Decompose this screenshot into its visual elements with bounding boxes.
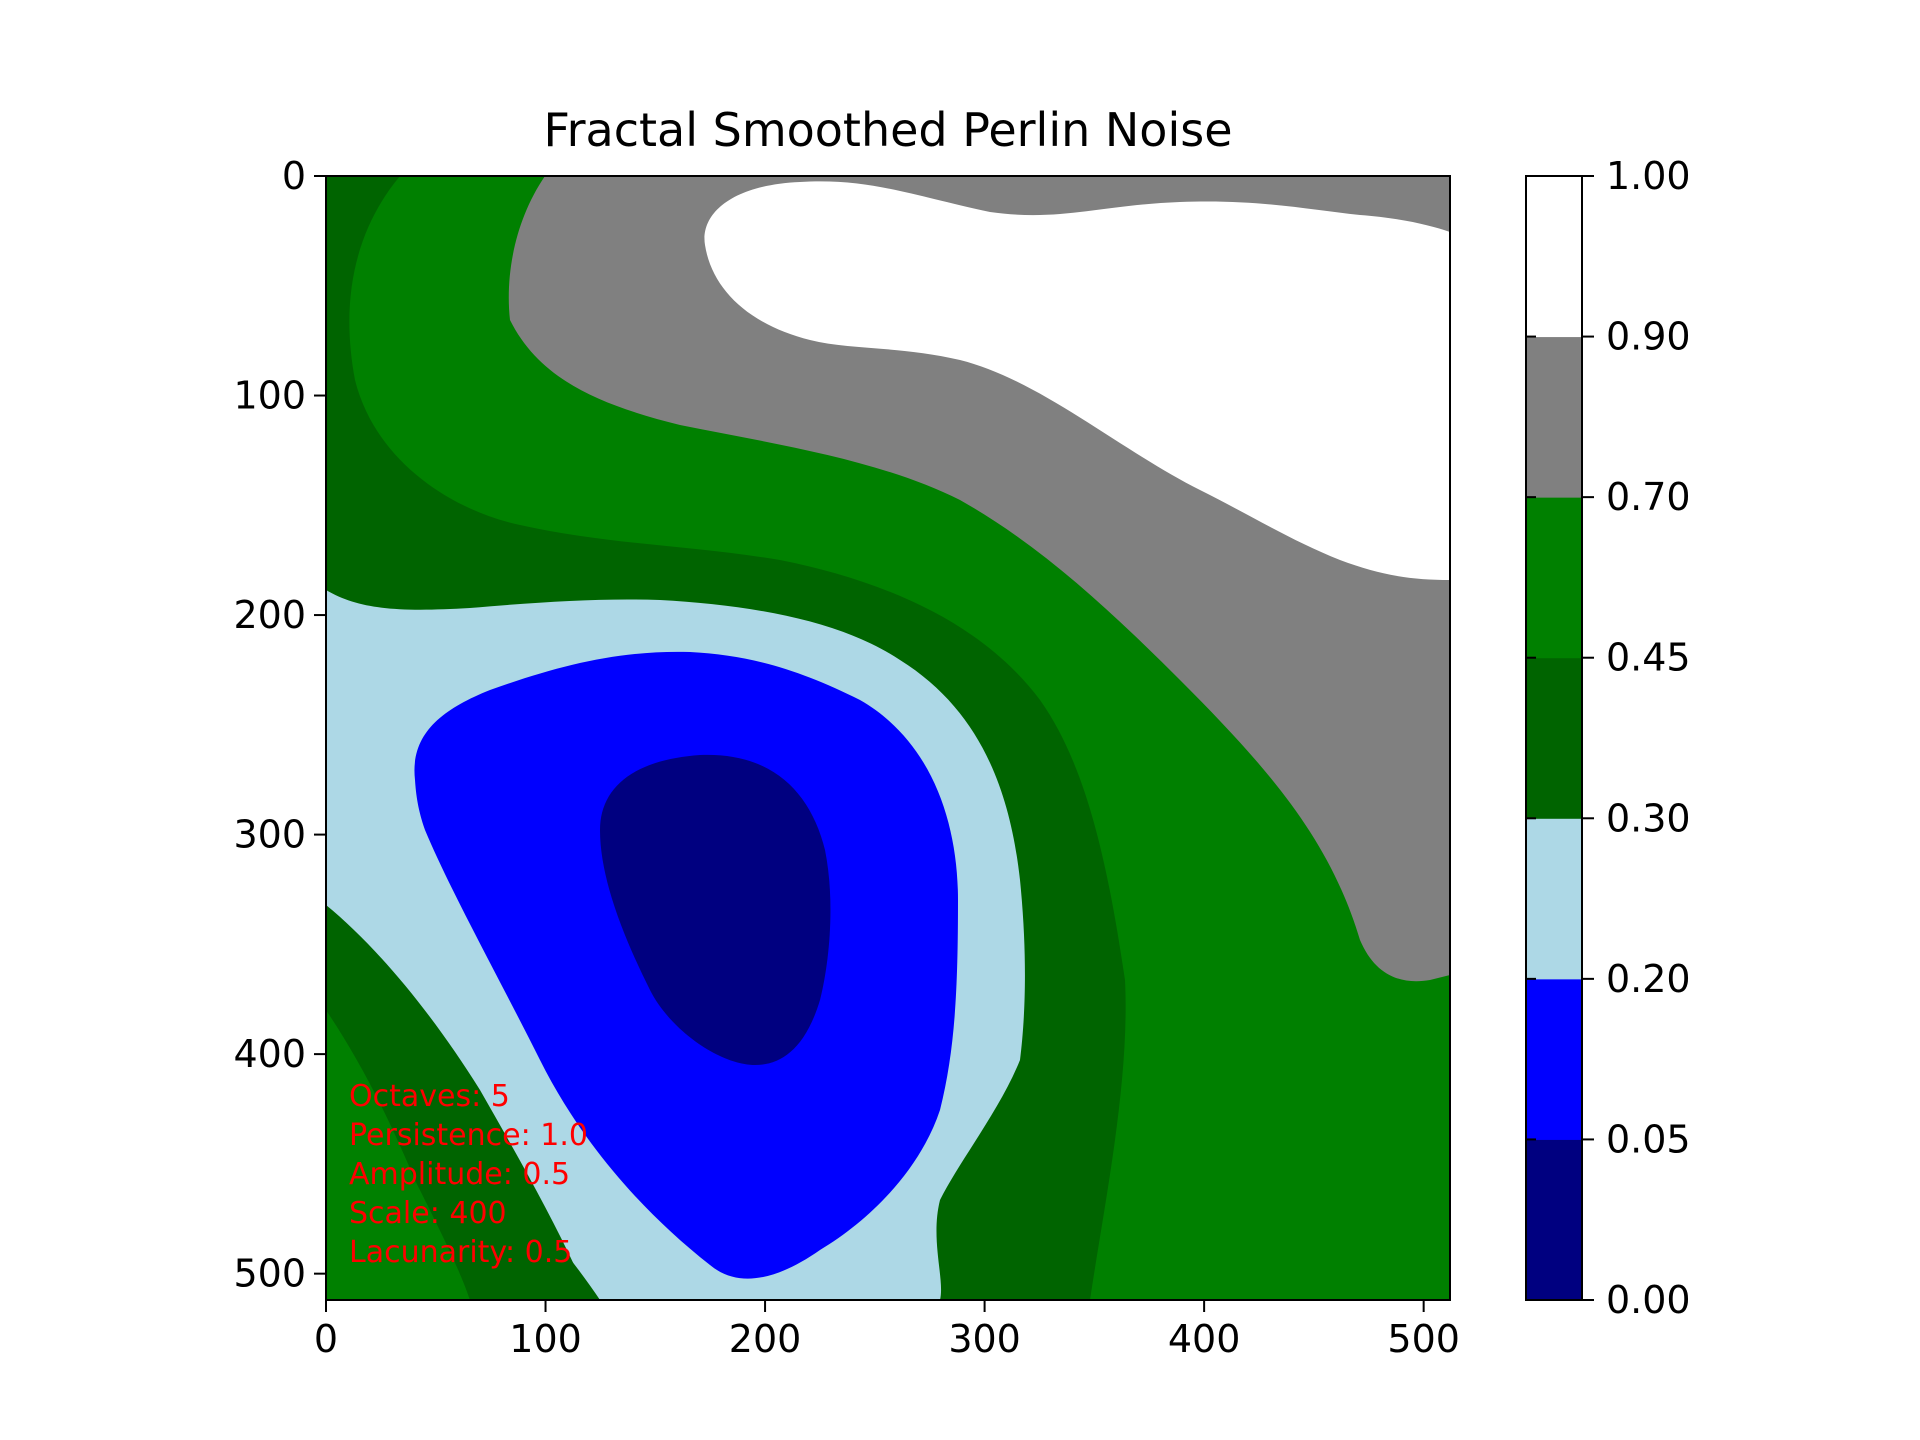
colorbar-band xyxy=(1526,176,1582,338)
annotation-lacunarity: Lacunarity: 0.5 xyxy=(349,1235,572,1270)
colorbar-tick-label: 0.90 xyxy=(1606,315,1691,359)
heatmap-area xyxy=(326,176,1450,1300)
y-tick-label: 300 xyxy=(233,813,306,857)
colorbar-band xyxy=(1526,818,1582,980)
x-tick-label: 300 xyxy=(948,1317,1021,1361)
region-navy xyxy=(600,754,831,1065)
colorbar-band xyxy=(1526,1139,1582,1301)
annotation-octaves: Octaves: 5 xyxy=(349,1079,510,1114)
annotation-amplitude: Amplitude: 0.5 xyxy=(349,1157,570,1192)
region-green-bottomleft xyxy=(326,1010,470,1300)
colorbar-band xyxy=(1526,336,1582,498)
x-tick-label: 0 xyxy=(314,1317,338,1361)
colorbar-tick-label: 1.00 xyxy=(1606,154,1691,198)
colorbar: 0.00 0.05 0.20 0.30 0.45 0.70 0.90 1.00 xyxy=(1525,154,1691,1322)
plot-frame xyxy=(325,175,1451,1301)
colorbar-tick-label: 0.70 xyxy=(1606,475,1691,519)
chart-title: Fractal Smoothed Perlin Noise xyxy=(544,103,1233,157)
y-tick-label: 400 xyxy=(233,1032,306,1076)
x-tick-label: 200 xyxy=(729,1317,802,1361)
annotation-scale: Scale: 400 xyxy=(349,1196,507,1231)
x-tick-label: 100 xyxy=(509,1317,582,1361)
annotation-box: Octaves: 5 Persistence: 1.0 Amplitude: 0… xyxy=(349,1079,588,1270)
y-tick-label: 100 xyxy=(233,374,306,418)
x-tick-label: 500 xyxy=(1387,1317,1460,1361)
y-tick-label: 200 xyxy=(233,593,306,637)
colorbar-band xyxy=(1526,657,1582,819)
colorbar-tick-label: 0.45 xyxy=(1606,636,1691,680)
colorbar-tick-label: 0.00 xyxy=(1606,1278,1691,1322)
colorbar-frame xyxy=(1525,175,1583,1301)
region-darkgreen-bottomleft xyxy=(326,905,590,1300)
colorbar-tick-label: 0.05 xyxy=(1606,1117,1691,1161)
y-tick-label: 0 xyxy=(282,154,306,198)
colorbar-band xyxy=(1526,978,1582,1140)
y-axis: 0 100 200 300 400 500 xyxy=(233,154,326,1296)
x-tick-label: 400 xyxy=(1168,1317,1241,1361)
region-white xyxy=(704,181,1450,580)
x-axis: 0 100 200 300 400 500 xyxy=(314,1300,1460,1361)
y-tick-label: 500 xyxy=(233,1252,306,1296)
colorbar-tick-label: 0.20 xyxy=(1606,957,1691,1001)
colorbar-band xyxy=(1526,497,1582,659)
annotation-persistence: Persistence: 1.0 xyxy=(349,1118,588,1153)
colorbar-tick-label: 0.30 xyxy=(1606,796,1691,840)
